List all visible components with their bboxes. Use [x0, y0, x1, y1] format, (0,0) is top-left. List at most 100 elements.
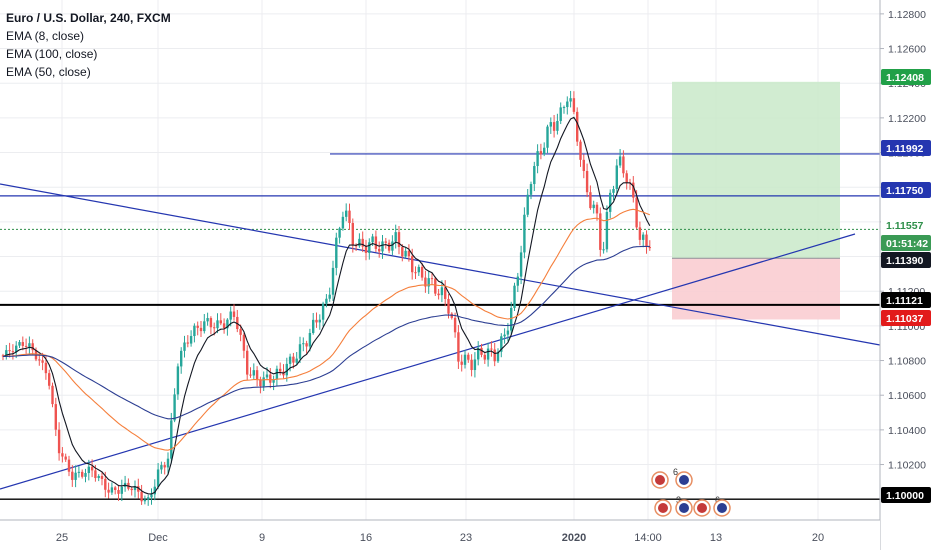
price-axis[interactable]: [880, 0, 932, 550]
candle-body: [321, 303, 325, 320]
event-badges[interactable]: 6 3 6: [651, 467, 731, 517]
event-badge[interactable]: [675, 471, 693, 489]
price-label-text: 1.11557: [886, 220, 924, 232]
y-tick-label: 1.12200: [888, 113, 926, 125]
price-label: 1.11037: [881, 310, 931, 326]
candle-body: [566, 101, 569, 108]
candle: [222, 318, 226, 334]
candle: [345, 203, 348, 222]
ascending-trendline[interactable]: [0, 233, 856, 490]
candle: [199, 320, 203, 338]
price-label-text: 1.10000: [886, 490, 924, 502]
candle: [305, 340, 308, 354]
candle: [331, 260, 335, 302]
candle-body: [77, 471, 81, 473]
candle: [440, 280, 444, 303]
ema-50-line: [2, 208, 651, 451]
candle-body: [28, 343, 31, 347]
candle: [156, 462, 160, 490]
price-label-bg: [881, 292, 931, 308]
candle-body: [516, 276, 519, 286]
candle-body: [592, 204, 595, 209]
candle-body: [371, 236, 374, 243]
profit-zone[interactable]: [672, 81, 840, 259]
y-tick-label: 1.12800: [888, 9, 926, 21]
x-tick-label: 13: [710, 532, 722, 544]
candle: [473, 352, 477, 378]
candle-body: [354, 245, 358, 247]
candle: [252, 363, 255, 380]
candle-body: [213, 327, 216, 329]
candle: [153, 479, 156, 501]
event-badge[interactable]: 6: [651, 467, 678, 489]
candle-body: [430, 278, 434, 280]
candle-body: [31, 343, 34, 351]
loss-zone[interactable]: [672, 258, 840, 320]
candle-body: [117, 489, 120, 494]
candle: [269, 368, 272, 389]
candle: [21, 336, 24, 351]
candle: [147, 494, 150, 506]
candle: [176, 363, 180, 400]
candle-body: [533, 166, 536, 185]
x-tick-label: Dec: [148, 532, 168, 544]
flag-icon: [655, 475, 665, 485]
candle-body: [246, 350, 249, 375]
candle-body: [8, 350, 11, 352]
candle-body: [437, 293, 440, 296]
candle: [84, 468, 87, 483]
candle-body: [450, 313, 453, 318]
candle: [457, 325, 460, 369]
price-label-bg: [881, 69, 931, 85]
candle-body: [199, 327, 203, 332]
candle: [232, 304, 236, 321]
candle: [444, 280, 447, 307]
candle: [239, 324, 242, 342]
candle: [295, 352, 298, 366]
candle-body: [549, 122, 552, 127]
candle: [117, 484, 120, 501]
descending-trendline[interactable]: [0, 183, 881, 346]
candle: [97, 474, 100, 482]
candle-body: [331, 267, 335, 295]
candle-body: [143, 499, 147, 502]
candle: [193, 323, 196, 343]
candle-body: [582, 159, 585, 171]
candle-body: [338, 228, 341, 238]
candle: [516, 272, 519, 293]
candle-body: [404, 250, 407, 257]
candle-body: [160, 465, 163, 470]
event-badge[interactable]: [675, 499, 693, 517]
candle-body: [236, 316, 239, 330]
candle-body: [576, 111, 579, 142]
time-axis[interactable]: [0, 520, 880, 550]
candle: [54, 397, 57, 437]
candle-body: [645, 234, 648, 248]
candle-body: [21, 342, 24, 346]
y-tick-label: 1.10600: [888, 390, 926, 402]
price-label-bg: [881, 252, 931, 268]
candle: [618, 148, 622, 168]
candle-body: [444, 287, 447, 299]
candle: [81, 469, 84, 479]
event-badge[interactable]: 3: [654, 495, 681, 517]
candle: [255, 366, 259, 387]
event-badge[interactable]: [713, 499, 731, 517]
candle: [552, 115, 556, 138]
candle-body: [424, 277, 427, 287]
candle: [110, 482, 114, 495]
candle: [308, 328, 312, 352]
candle: [64, 453, 67, 462]
candle: [325, 294, 328, 308]
candle: [519, 245, 523, 285]
x-tick-label: 23: [460, 532, 472, 544]
candle: [143, 495, 147, 505]
price-label-bg: [881, 487, 931, 503]
price-label-text: 1.11390: [886, 255, 924, 267]
candle: [67, 455, 71, 477]
candle: [576, 107, 579, 146]
event-badge[interactable]: 6: [693, 495, 720, 517]
candle-body: [203, 321, 206, 332]
